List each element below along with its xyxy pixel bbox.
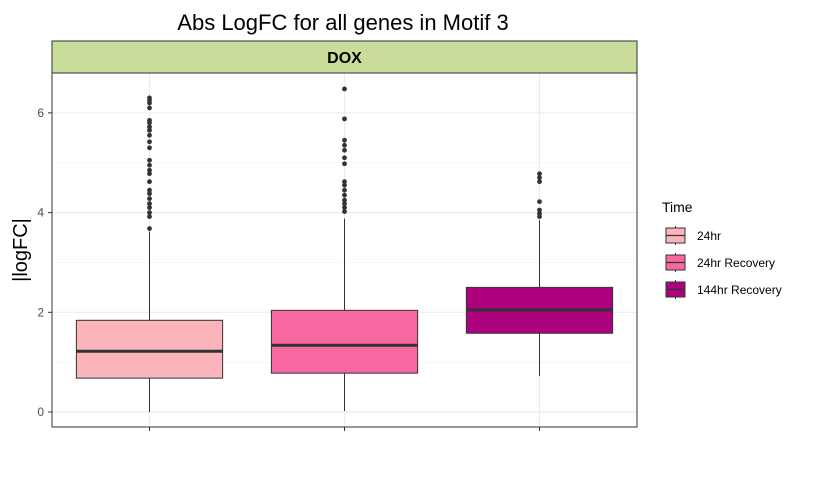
y-tick-label: 0 xyxy=(37,405,44,419)
box xyxy=(270,309,419,374)
outlier-point xyxy=(147,105,152,111)
outlier-point xyxy=(537,171,542,177)
outlier-point xyxy=(147,179,152,185)
outlier-point xyxy=(147,127,152,133)
facet-strip xyxy=(51,40,638,74)
outlier-point xyxy=(147,171,152,177)
outlier-point xyxy=(342,137,347,143)
legend-item: 144hr Recovery xyxy=(665,280,782,299)
outlier-point xyxy=(342,187,347,193)
outlier-point xyxy=(147,157,152,163)
x-axis xyxy=(149,427,540,431)
outlier-point xyxy=(342,201,347,207)
legend-title: Time xyxy=(662,199,693,215)
outlier-point xyxy=(147,139,152,145)
legend: Time 24hr 24hr Recovery 144hr Recovery xyxy=(662,199,782,299)
outlier-point xyxy=(147,132,152,138)
facet-label: DOX xyxy=(327,50,362,67)
legend-label: 144hr Recovery xyxy=(697,283,782,297)
y-tick-label: 2 xyxy=(37,305,44,319)
outlier-point xyxy=(147,162,152,168)
outlier-point xyxy=(342,155,347,161)
box-group xyxy=(465,171,614,377)
outlier-point xyxy=(342,197,347,203)
outlier-point xyxy=(342,142,347,148)
outlier-point xyxy=(147,117,152,123)
outlier-point xyxy=(147,210,152,216)
outlier-point xyxy=(147,226,152,231)
outlier-point xyxy=(147,191,152,197)
outlier-point xyxy=(342,209,347,215)
box xyxy=(75,319,224,379)
outlier-point xyxy=(147,124,152,130)
outlier-point xyxy=(147,95,152,101)
legend-item: 24hr xyxy=(665,226,721,245)
box-series xyxy=(75,86,614,413)
outlier-point xyxy=(342,147,347,153)
outlier-point xyxy=(537,211,542,217)
legend-label: 24hr xyxy=(697,229,721,243)
outlier-point xyxy=(342,182,347,188)
outlier-point xyxy=(342,161,347,167)
y-tick-label: 4 xyxy=(37,206,44,220)
outlier-point xyxy=(537,179,542,185)
outlier-point xyxy=(342,179,347,185)
y-axis: 0 2 4 6 xyxy=(37,106,52,419)
outlier-point xyxy=(147,145,152,151)
outlier-point xyxy=(537,207,542,213)
legend-item: 24hr Recovery xyxy=(665,253,775,272)
outlier-point xyxy=(147,196,152,202)
y-tick-label: 6 xyxy=(37,106,44,120)
y-axis-title: |logFC| xyxy=(10,218,32,282)
outlier-point xyxy=(147,187,152,193)
outlier-point xyxy=(147,167,152,173)
outlier-point xyxy=(342,192,347,198)
outlier-point xyxy=(537,199,542,205)
outlier-point xyxy=(342,116,347,122)
box-group xyxy=(270,86,419,412)
box-group xyxy=(75,95,224,413)
outlier-point xyxy=(147,205,152,211)
outlier-point xyxy=(537,175,542,181)
outlier-point xyxy=(147,201,152,207)
outlier-point xyxy=(342,205,347,211)
outlier-point xyxy=(342,86,347,92)
legend-label: 24hr Recovery xyxy=(697,256,775,270)
outlier-point xyxy=(147,214,152,219)
chart-title: Abs LogFC for all genes in Motif 3 xyxy=(177,10,508,35)
